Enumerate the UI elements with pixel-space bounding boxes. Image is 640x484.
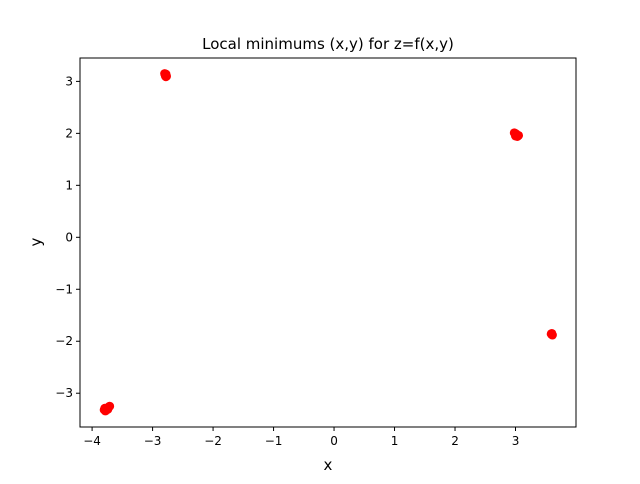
y-tick-label: 0: [65, 230, 73, 244]
x-tick-label: −1: [265, 434, 283, 448]
x-tick-label: 0: [330, 434, 338, 448]
x-tick-label: 2: [451, 434, 459, 448]
y-tick-label: 3: [65, 74, 73, 88]
y-tick-label: −3: [55, 386, 73, 400]
data-point: [547, 329, 557, 339]
y-tick-label: 1: [65, 178, 73, 192]
y-tick-label: 2: [65, 126, 73, 140]
y-axis-ticks: −3 −2 −1 0 1 2 3: [55, 74, 80, 400]
x-axis-ticks: −4 −3 −2 −1 0 1 2 3: [83, 427, 519, 448]
x-tick-label: −3: [144, 434, 162, 448]
data-point: [512, 131, 522, 141]
data-points: [99, 69, 557, 416]
y-tick-label: −2: [55, 334, 73, 348]
x-tick-label: 3: [512, 434, 520, 448]
x-tick-label: −2: [204, 434, 222, 448]
x-tick-label: 1: [391, 434, 399, 448]
x-tick-label: −4: [83, 434, 101, 448]
axes-frame: [79, 57, 577, 428]
x-axis-label: x: [324, 456, 333, 474]
y-tick-label: −1: [55, 282, 73, 296]
y-axis-label: y: [27, 237, 45, 246]
chart-title: Local minimums (x,y) for z=f(x,y): [202, 35, 454, 53]
data-point: [161, 69, 171, 79]
data-point: [100, 403, 110, 413]
